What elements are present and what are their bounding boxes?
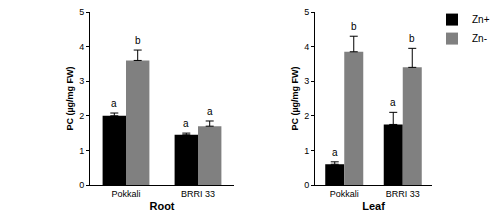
svg-text:a: a — [111, 98, 117, 109]
svg-text:b: b — [135, 35, 141, 46]
svg-text:a: a — [207, 106, 213, 117]
svg-text:Root: Root — [149, 200, 174, 212]
svg-text:b: b — [351, 21, 357, 32]
svg-text:PC (µg/mg FW): PC (µg/mg FW) — [290, 66, 300, 130]
svg-text:0: 0 — [79, 180, 84, 190]
svg-text:PC (µg/mg FW): PC (µg/mg FW) — [65, 66, 75, 130]
svg-text:3: 3 — [79, 76, 84, 86]
svg-text:a: a — [390, 97, 396, 108]
svg-text:2: 2 — [79, 111, 84, 121]
svg-text:BRRI 33: BRRI 33 — [386, 189, 420, 199]
svg-text:a: a — [332, 147, 338, 158]
svg-text:4: 4 — [79, 42, 84, 52]
svg-text:a: a — [183, 118, 189, 129]
svg-text:Leaf: Leaf — [362, 200, 385, 212]
svg-text:4: 4 — [304, 42, 309, 52]
svg-text:Pokkali: Pokkali — [330, 189, 359, 199]
svg-text:Zn-: Zn- — [472, 33, 487, 44]
svg-text:Zn+: Zn+ — [472, 14, 490, 25]
svg-text:Pokkali: Pokkali — [111, 189, 140, 199]
svg-text:3: 3 — [304, 76, 309, 86]
svg-text:BRRI 33: BRRI 33 — [181, 189, 215, 199]
svg-text:1: 1 — [304, 146, 309, 156]
svg-text:b: b — [409, 33, 415, 44]
svg-text:5: 5 — [79, 7, 84, 17]
svg-text:5: 5 — [304, 7, 309, 17]
svg-text:0: 0 — [304, 180, 309, 190]
svg-text:1: 1 — [79, 146, 84, 156]
svg-text:2: 2 — [304, 111, 309, 121]
